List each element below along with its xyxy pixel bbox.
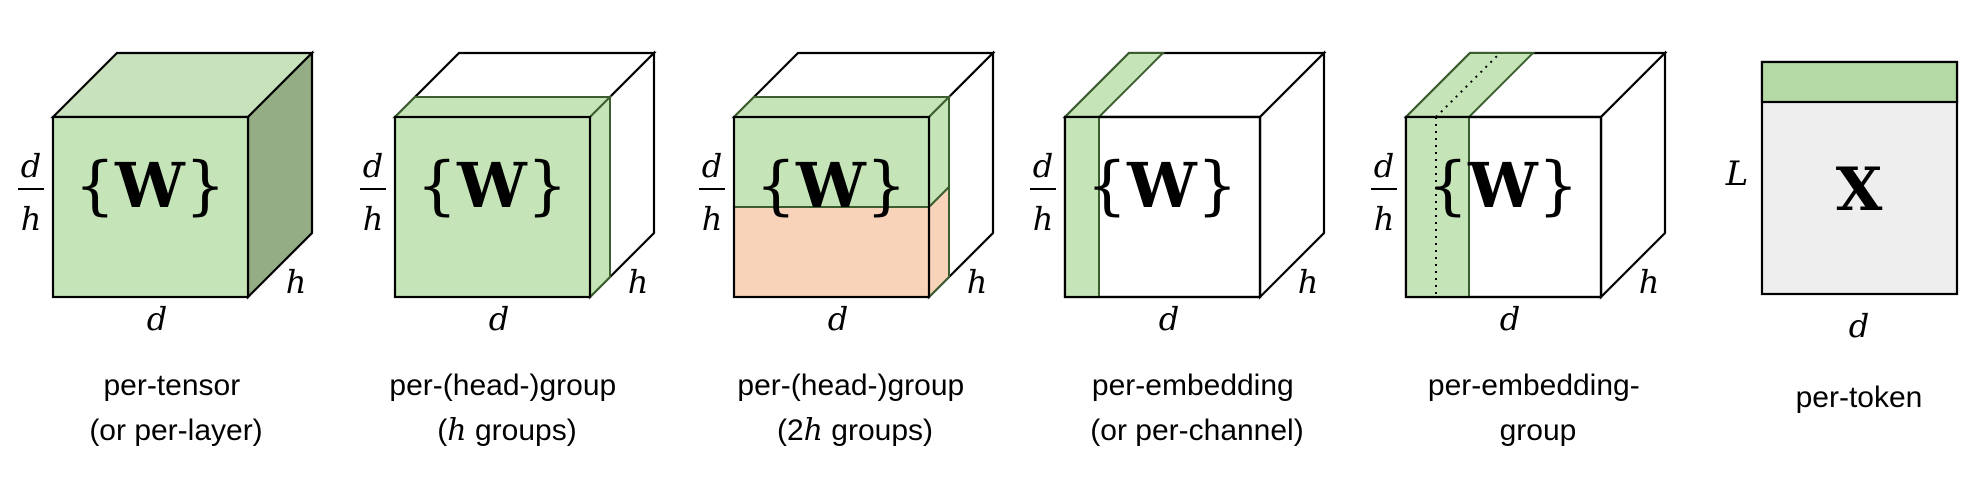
caption: per-tensor (or per-layer): [89, 369, 262, 447]
cube-with-split-slice: [731, 50, 996, 300]
cube-with-channel-strip: [1062, 50, 1327, 300]
front-lower-half: [734, 207, 929, 297]
label-d: d: [1500, 300, 1520, 338]
cube-with-embedding-group-strip: [1403, 50, 1668, 300]
panel-per-token: X L d per-token: [1725, 60, 1959, 414]
cube-front-face: [393, 115, 592, 299]
caption: per-embedding- group: [1428, 369, 1648, 447]
slice-side: [589, 94, 611, 300]
svg-text:d: d: [1033, 147, 1053, 185]
caption: per-embedding (or per-channel): [1090, 369, 1303, 447]
panel-per-head-group: {W} d h d h per-(head-)group (h groups): [360, 50, 657, 448]
fraction-d-over-h: d h: [1371, 147, 1397, 238]
svg-text:h: h: [1033, 200, 1054, 238]
label-d: d: [147, 300, 167, 338]
svg-text:d: d: [21, 147, 41, 185]
svg-text:d: d: [702, 147, 722, 185]
weight-symbol: {W}: [1427, 149, 1578, 223]
fraction-d-over-h: d h: [18, 147, 44, 238]
token-row: [1760, 60, 1959, 104]
weight-symbol: {W}: [74, 149, 225, 223]
panel-per-tensor: {W} d h d h per-tensor (or per-layer): [18, 50, 315, 447]
front-outline: [1404, 115, 1603, 299]
caption: per-(head-)group (h groups): [389, 369, 624, 448]
weight-symbol: {W}: [755, 149, 906, 223]
panel-per-embedding: {W} d h d h per-embedding (or per-channe…: [1030, 50, 1327, 447]
label-L: L: [1725, 154, 1749, 194]
panel-per-head-group-2h: {W} d h d h per-(head-)group (2h groups): [699, 50, 996, 448]
svg-text:h: h: [21, 200, 42, 238]
svg-text:h: h: [1374, 200, 1395, 238]
svg-text:h: h: [363, 200, 384, 238]
label-d: d: [1159, 300, 1179, 338]
label-d: d: [828, 300, 848, 338]
label-h: h: [967, 263, 988, 301]
svg-text:d: d: [363, 147, 383, 185]
label-h: h: [1298, 263, 1319, 301]
caption: per-token: [1796, 381, 1923, 414]
front-upper-half: [734, 117, 929, 207]
activation-symbol: X: [1836, 155, 1883, 225]
cube-with-head-slice: [392, 50, 657, 300]
weight-symbol: {W}: [1086, 149, 1237, 223]
fraction-d-over-h: d h: [360, 147, 386, 238]
cube-front-face: [51, 115, 250, 299]
label-h: h: [286, 263, 307, 301]
svg-text:d: d: [1374, 147, 1394, 185]
cube-fully-shaded: [50, 50, 315, 300]
panel-per-embedding-group: {W} d h d h per-embedding- group: [1371, 50, 1668, 447]
fraction-d-over-h: d h: [1030, 147, 1056, 238]
svg-text:h: h: [702, 200, 723, 238]
slice-side-lower: [928, 184, 950, 300]
slice-top: [731, 96, 952, 118]
label-d: d: [1849, 307, 1869, 345]
front-outline: [1063, 115, 1262, 299]
label-h: h: [628, 263, 649, 301]
slice-top: [392, 96, 613, 118]
cube-front-face: [732, 115, 931, 299]
weight-symbol: {W}: [416, 149, 567, 223]
label-h: h: [1639, 263, 1660, 301]
label-d: d: [489, 300, 509, 338]
fraction-d-over-h: d h: [699, 147, 725, 238]
strip-top-dotted: [1435, 52, 1501, 118]
caption: per-(head-)group (2h groups): [737, 369, 972, 448]
